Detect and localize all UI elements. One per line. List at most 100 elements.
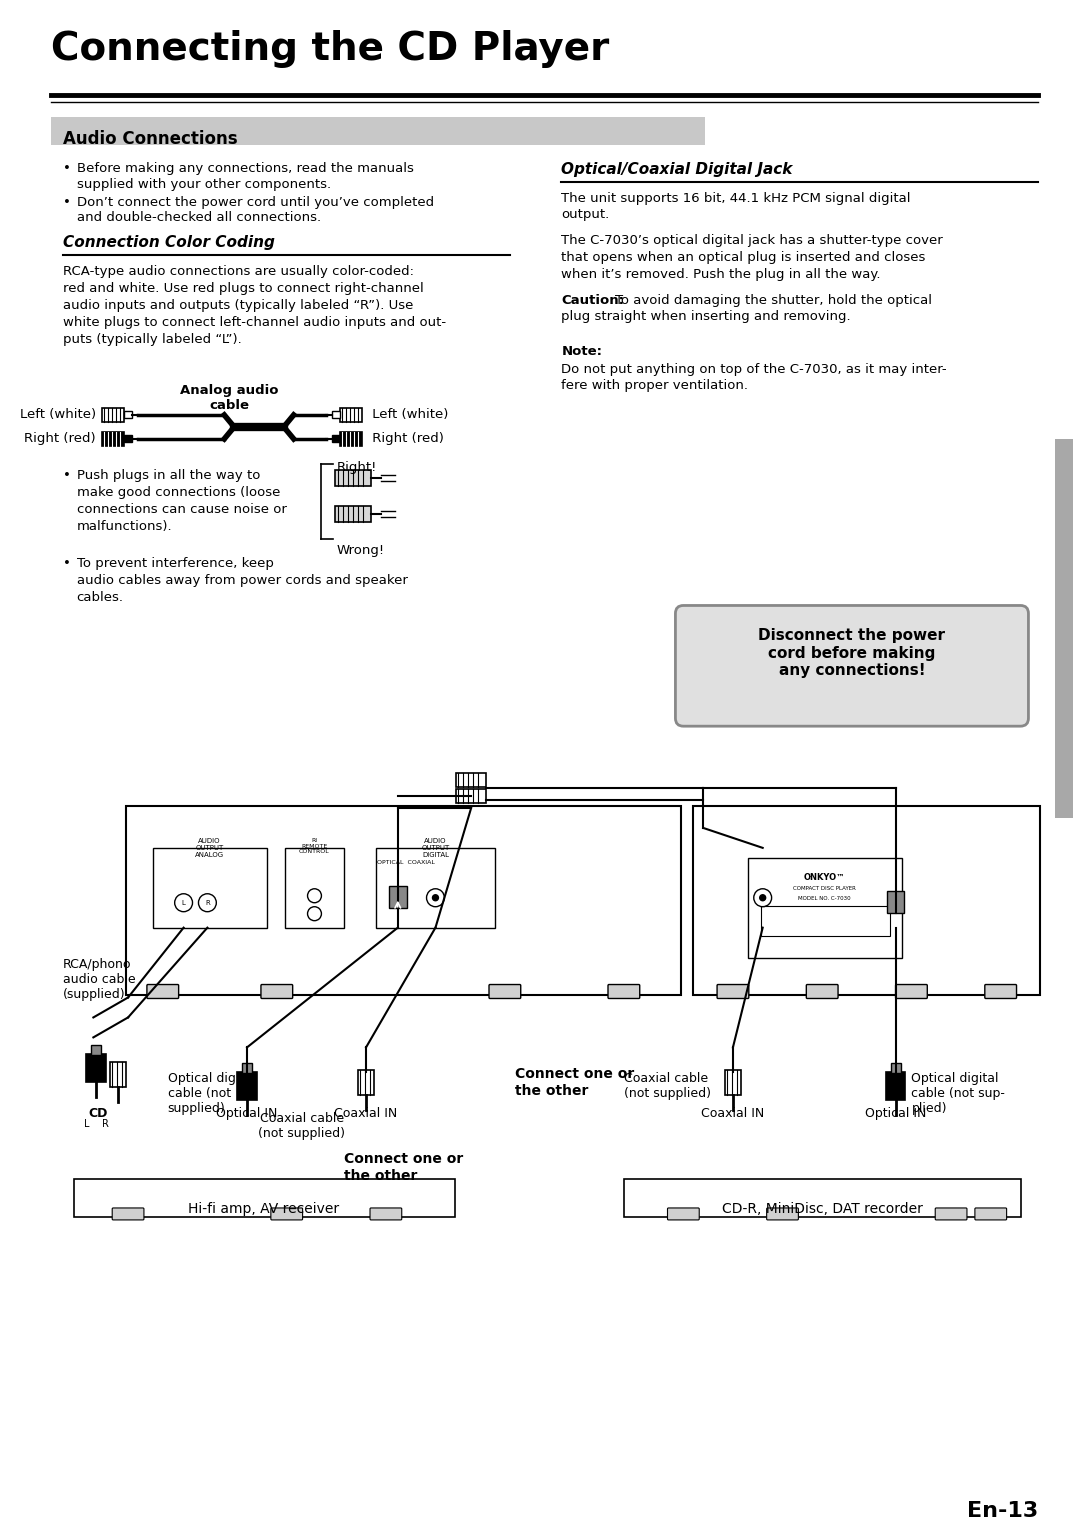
- Text: (not supplied): (not supplied): [258, 1128, 346, 1140]
- Text: •: •: [63, 468, 70, 482]
- FancyBboxPatch shape: [359, 1070, 374, 1096]
- FancyBboxPatch shape: [333, 412, 340, 418]
- Text: En-13: En-13: [967, 1502, 1038, 1521]
- Text: cables.: cables.: [77, 591, 123, 603]
- FancyBboxPatch shape: [103, 407, 124, 421]
- FancyBboxPatch shape: [767, 1209, 798, 1219]
- Text: RCA-type audio connections are usually color-coded:: RCA-type audio connections are usually c…: [63, 266, 414, 278]
- FancyBboxPatch shape: [886, 1073, 905, 1100]
- Text: RI
REMOTE
CONTROL: RI REMOTE CONTROL: [299, 838, 329, 855]
- Text: MODEL NO. C-7030: MODEL NO. C-7030: [798, 896, 850, 900]
- FancyBboxPatch shape: [456, 789, 486, 803]
- Text: L    R: L R: [84, 1119, 109, 1129]
- Text: AUDIO
OUTPUT
DIGITAL: AUDIO OUTPUT DIGITAL: [421, 838, 449, 858]
- Text: malfunctions).: malfunctions).: [77, 520, 172, 533]
- FancyBboxPatch shape: [335, 470, 372, 485]
- Text: To prevent interference, keep: To prevent interference, keep: [77, 557, 273, 569]
- FancyBboxPatch shape: [242, 1064, 252, 1073]
- Text: when it’s removed. Push the plug in all the way.: when it’s removed. Push the plug in all …: [562, 269, 881, 281]
- FancyBboxPatch shape: [725, 1070, 741, 1096]
- Text: Audio Connections: Audio Connections: [63, 130, 238, 148]
- FancyBboxPatch shape: [370, 1209, 402, 1219]
- Circle shape: [759, 894, 766, 900]
- FancyBboxPatch shape: [335, 505, 372, 522]
- Text: Right!: Right!: [336, 461, 377, 475]
- FancyBboxPatch shape: [760, 906, 890, 935]
- Text: Before making any connections, read the manuals: Before making any connections, read the …: [77, 162, 414, 174]
- Text: Optical digital: Optical digital: [167, 1073, 255, 1085]
- FancyBboxPatch shape: [376, 848, 495, 928]
- Text: connections can cause noise or: connections can cause noise or: [77, 502, 286, 516]
- Text: Wrong!: Wrong!: [336, 543, 384, 557]
- Text: Coaxial cable: Coaxial cable: [624, 1073, 708, 1085]
- Text: supplied with your other components.: supplied with your other components.: [77, 177, 330, 191]
- FancyBboxPatch shape: [667, 1209, 699, 1219]
- FancyBboxPatch shape: [340, 432, 362, 446]
- Text: Optical IN: Optical IN: [865, 1108, 927, 1120]
- FancyBboxPatch shape: [807, 984, 838, 998]
- FancyBboxPatch shape: [624, 1180, 1021, 1216]
- Text: cable (not sup-: cable (not sup-: [912, 1087, 1005, 1100]
- Text: •: •: [63, 162, 70, 174]
- Text: Right (red): Right (red): [25, 432, 100, 446]
- FancyBboxPatch shape: [261, 984, 293, 998]
- Text: OPTICAL  COAXIAL: OPTICAL COAXIAL: [377, 859, 434, 865]
- FancyBboxPatch shape: [985, 984, 1016, 998]
- Text: Analog audio
cable: Analog audio cable: [180, 385, 279, 412]
- Text: Connecting the CD Player: Connecting the CD Player: [51, 31, 609, 69]
- Text: audio cables away from power cords and speaker: audio cables away from power cords and s…: [77, 574, 407, 586]
- Text: Note:: Note:: [562, 345, 603, 359]
- Text: plied): plied): [912, 1102, 947, 1116]
- Text: that opens when an optical plug is inserted and closes: that opens when an optical plug is inser…: [562, 252, 926, 264]
- FancyBboxPatch shape: [935, 1209, 967, 1219]
- FancyBboxPatch shape: [891, 1064, 901, 1073]
- Text: Connect one or: Connect one or: [515, 1067, 634, 1082]
- Text: Left (white): Left (white): [19, 409, 100, 421]
- FancyBboxPatch shape: [147, 984, 178, 998]
- Text: Optical IN: Optical IN: [216, 1108, 278, 1120]
- Text: Optical/Coaxial Digital Jack: Optical/Coaxial Digital Jack: [562, 162, 793, 177]
- Text: Coaxial cable: Coaxial cable: [259, 1112, 343, 1125]
- FancyBboxPatch shape: [1055, 439, 1074, 818]
- FancyBboxPatch shape: [887, 891, 904, 913]
- Text: L: L: [181, 900, 186, 906]
- Text: Do not put anything on top of the C-7030, as it may inter-: Do not put anything on top of the C-7030…: [562, 363, 947, 375]
- FancyBboxPatch shape: [975, 1209, 1007, 1219]
- FancyBboxPatch shape: [285, 848, 345, 928]
- Text: The C-7030’s optical digital jack has a shutter-type cover: The C-7030’s optical digital jack has a …: [562, 235, 943, 247]
- FancyBboxPatch shape: [340, 407, 362, 421]
- FancyBboxPatch shape: [86, 1054, 106, 1082]
- Text: The unit supports 16 bit, 44.1 kHz PCM signal digital: The unit supports 16 bit, 44.1 kHz PCM s…: [562, 192, 910, 204]
- Text: white plugs to connect left-channel audio inputs and out-: white plugs to connect left-channel audi…: [63, 316, 446, 330]
- Text: •: •: [63, 195, 70, 209]
- FancyBboxPatch shape: [489, 984, 521, 998]
- FancyBboxPatch shape: [92, 1045, 102, 1056]
- Text: CD-R, MiniDisc, DAT recorder: CD-R, MiniDisc, DAT recorder: [721, 1202, 922, 1216]
- Text: audio inputs and outputs (typically labeled “R”). Use: audio inputs and outputs (typically labe…: [63, 299, 413, 313]
- FancyBboxPatch shape: [693, 806, 1040, 995]
- Text: Caution:: Caution:: [562, 295, 624, 307]
- FancyBboxPatch shape: [747, 858, 902, 958]
- Text: Right (red): Right (red): [368, 432, 444, 446]
- FancyBboxPatch shape: [126, 806, 681, 995]
- FancyBboxPatch shape: [271, 1209, 302, 1219]
- FancyBboxPatch shape: [124, 435, 132, 443]
- Text: make good connections (loose: make good connections (loose: [77, 485, 280, 499]
- Text: R: R: [205, 900, 210, 906]
- Text: plug straight when inserting and removing.: plug straight when inserting and removin…: [562, 310, 851, 324]
- Text: (not supplied): (not supplied): [624, 1087, 711, 1100]
- FancyBboxPatch shape: [112, 1209, 144, 1219]
- FancyBboxPatch shape: [110, 1062, 126, 1087]
- Text: the other: the other: [345, 1169, 418, 1183]
- FancyBboxPatch shape: [73, 1180, 456, 1216]
- FancyBboxPatch shape: [389, 885, 407, 908]
- FancyBboxPatch shape: [124, 412, 132, 418]
- Text: supplied): supplied): [167, 1102, 226, 1116]
- Text: the other: the other: [515, 1085, 589, 1099]
- Text: output.: output.: [562, 209, 609, 221]
- Text: Disconnect the power
cord before making
any connections!: Disconnect the power cord before making …: [758, 629, 945, 678]
- Circle shape: [432, 894, 438, 900]
- Text: and double-checked all connections.: and double-checked all connections.: [77, 212, 321, 224]
- Text: CD: CD: [89, 1108, 108, 1120]
- Text: Left (white): Left (white): [368, 409, 448, 421]
